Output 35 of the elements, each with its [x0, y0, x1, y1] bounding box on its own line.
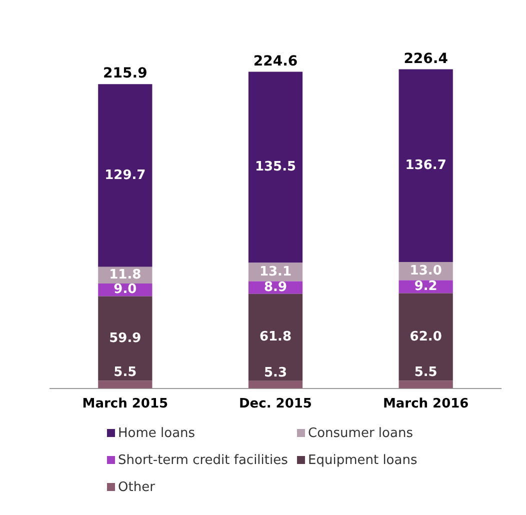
data-label: 136.7	[405, 158, 446, 173]
data-label: 62.0	[410, 329, 442, 344]
data-label: 5.3	[264, 365, 288, 380]
legend-label: Short-term credit facilities	[117, 453, 289, 468]
data-label: 8.9	[264, 280, 288, 295]
data-label: 59.9	[109, 330, 142, 346]
total-label: 215.9	[103, 66, 148, 82]
total-label: 226.4	[404, 50, 448, 67]
legend-label: Consumer loans	[307, 426, 414, 441]
data-label: 129.7	[104, 168, 146, 183]
bar	[98, 84, 152, 267]
bar	[248, 294, 303, 381]
data-label: 61.8	[259, 330, 292, 345]
data-label: 5.5	[114, 365, 137, 380]
bar	[398, 293, 453, 381]
data-label: 5.5	[414, 365, 438, 380]
data-label: 11.8	[109, 268, 142, 283]
data-label: 13.0	[410, 263, 442, 278]
bar	[248, 72, 303, 263]
bar	[398, 69, 453, 262]
bar	[398, 380, 453, 388]
x-tick-label: Dec. 2015	[239, 396, 312, 412]
data-label: 13.1	[259, 264, 292, 280]
x-tick-label: March 2016	[382, 396, 469, 412]
data-label: 9.0	[114, 282, 137, 298]
legend-label: Home loans	[117, 426, 196, 441]
total-label: 224.6	[253, 53, 298, 70]
data-label: 9.2	[414, 279, 438, 294]
x-tick-label: March 2015	[82, 396, 168, 412]
bar	[98, 380, 152, 388]
data-label: 135.5	[254, 160, 296, 175]
legend-label: Equipment loans	[307, 453, 418, 468]
bar	[248, 380, 303, 388]
bar	[98, 296, 152, 381]
legend-label: Other	[117, 480, 156, 495]
